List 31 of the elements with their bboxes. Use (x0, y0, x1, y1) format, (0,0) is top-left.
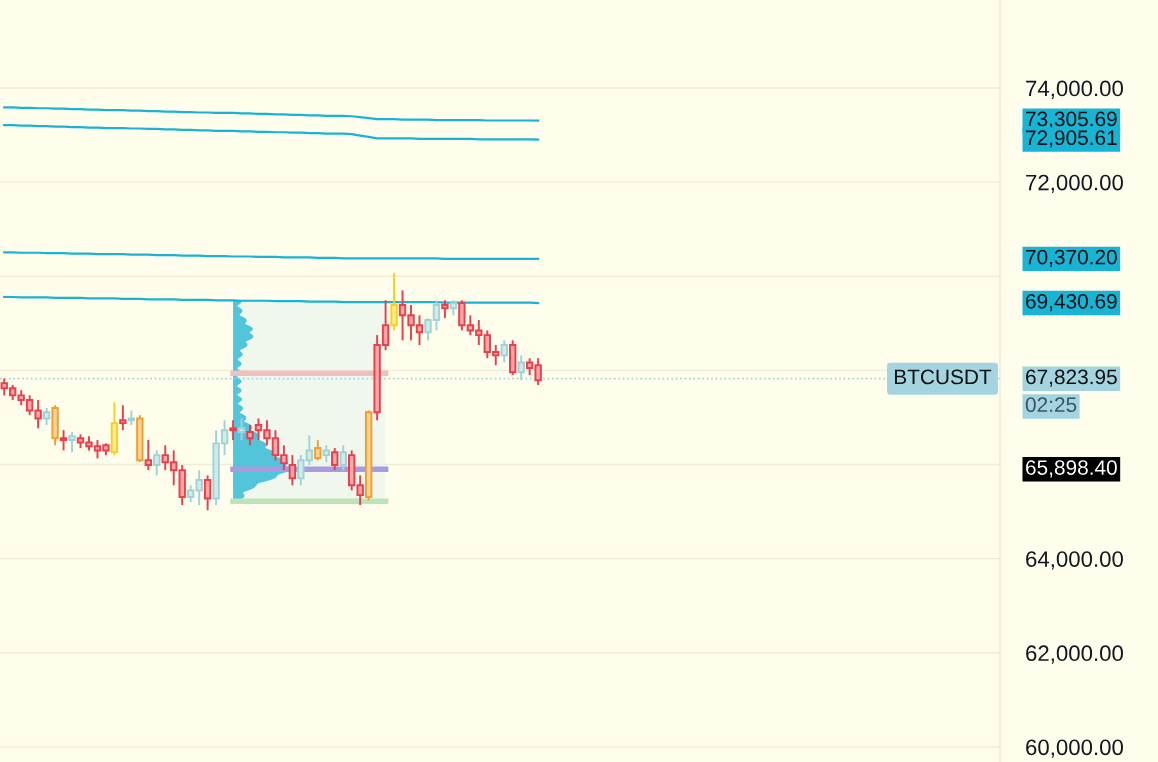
candlestick (229, 419, 237, 442)
candlestick (331, 447, 339, 472)
candlestick (288, 454, 297, 487)
line-series (3, 251, 540, 260)
candlestick (203, 474, 212, 512)
text: BTCUSDT (895, 369, 992, 385)
candlestick (153, 449, 161, 477)
y-tick-label: 60,000.00 (1026, 739, 1123, 758)
y-tick-label: 74,000.00 (1026, 80, 1123, 99)
candlestick (237, 417, 246, 442)
line-series (3, 124, 540, 141)
ref-line-label: 67,823.95 (1026, 369, 1117, 387)
text: 65,898.40 (1026, 460, 1117, 478)
candlestick (68, 431, 76, 454)
y-tick-label: 72,000.00 (1026, 174, 1123, 194)
text: 70,370.20 (1026, 249, 1117, 267)
text: 69,430.69 (1026, 293, 1117, 312)
candlestick (390, 272, 398, 332)
candlestick (500, 339, 508, 364)
y-tick-label: 64,000.00 (1026, 551, 1123, 570)
text: 73,305.69 (1026, 111, 1117, 129)
candlestick (314, 439, 322, 462)
text: 02:25 (1025, 397, 1077, 413)
candlestick (144, 439, 152, 472)
candlestick (119, 404, 127, 432)
line-series (3, 106, 540, 122)
text: 72,905.61 (1026, 130, 1117, 148)
candlestick (59, 429, 68, 452)
y-tick-label: 62,000.00 (1026, 645, 1123, 664)
candlestick (339, 444, 347, 472)
candlestick (246, 424, 254, 447)
